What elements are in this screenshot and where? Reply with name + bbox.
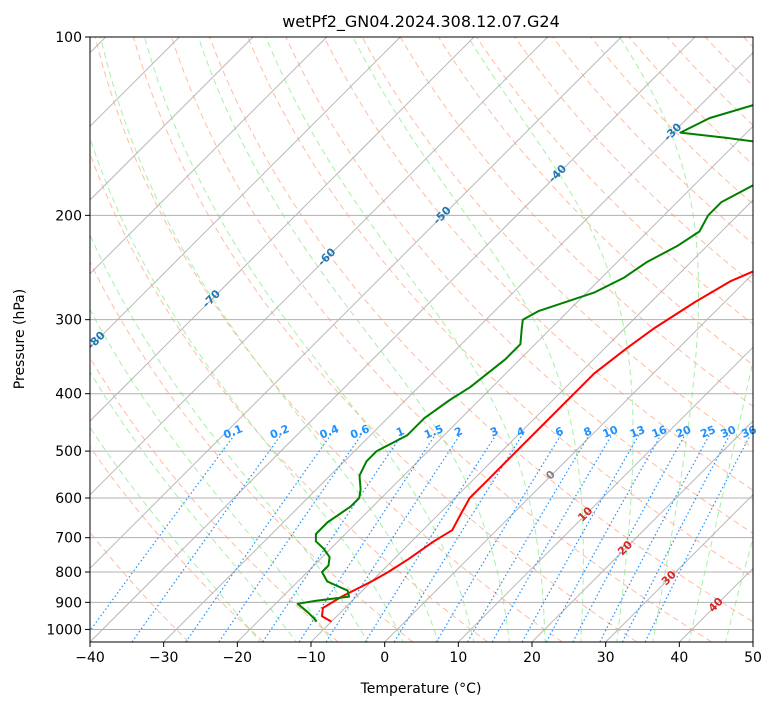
- dry-adiabat-line: [133, 37, 637, 642]
- moist-adiabat-line: [64, 37, 404, 644]
- mixing-ratio-label: 0.2: [268, 422, 291, 441]
- y-tick-label: 1000: [46, 622, 82, 638]
- y-tick-label: 500: [55, 444, 82, 460]
- y-tick-label: 900: [55, 595, 82, 611]
- y-tick-label: 600: [55, 491, 82, 507]
- mixing-ratio-label: 20: [674, 423, 693, 441]
- mixing-ratio-line: [492, 435, 611, 642]
- mixing-ratio-label: 25: [698, 423, 717, 441]
- moist-adiabat-label: 10: [575, 504, 595, 524]
- moist-adiabat-line: [32, 37, 369, 644]
- mixing-ratio-label: 0.4: [318, 422, 341, 441]
- mixing-ratio-line: [573, 435, 685, 642]
- moist-adiabat-line: [0, 37, 262, 644]
- mixing-ratio-line: [600, 435, 709, 642]
- dry-adiabat-line: [515, 37, 775, 642]
- mixing-ratio-line: [522, 435, 639, 642]
- isotherm-line: [385, 37, 775, 642]
- y-tick-label: 100: [55, 30, 82, 46]
- mixing-ratio-label: 6: [553, 424, 565, 439]
- mixing-ratio-label: 0.6: [348, 422, 371, 441]
- mixing-ratio-line: [645, 435, 750, 642]
- mixing-ratio-label: 1: [394, 424, 406, 439]
- x-tick-label: 50: [744, 650, 762, 666]
- y-tick-label: 400: [55, 387, 82, 403]
- x-tick-label: −20: [223, 650, 253, 666]
- y-tick-label: 200: [55, 208, 82, 224]
- mixing-ratio-label: 13: [628, 423, 647, 441]
- y-axis-label: Pressure (hPa): [12, 289, 28, 389]
- moist-adiabat-line: [4, 37, 333, 644]
- dry-adiabat-line: [57, 37, 488, 642]
- x-tick-label: 30: [597, 650, 615, 666]
- x-tick-label: −10: [296, 650, 326, 666]
- mixing-ratio-line: [219, 435, 361, 642]
- moist-adiabat-line: [725, 37, 775, 644]
- mixing-ratio-label: 2: [453, 424, 465, 439]
- isotherm-label: -80: [85, 329, 108, 352]
- x-tick-label: 10: [449, 650, 467, 666]
- dry-adiabat-line: [667, 37, 775, 642]
- isotherm-line: [0, 37, 327, 642]
- mixing-ratio-label: 1.5: [422, 422, 445, 441]
- moist-adiabat-line: [620, 37, 699, 644]
- isotherm-line: [753, 37, 775, 642]
- x-tick-label: 40: [670, 650, 688, 666]
- mixing-ratio-line: [365, 435, 495, 642]
- moist-adiabat-line: [0, 37, 298, 644]
- moist-adiabat-line: [353, 37, 583, 644]
- dry-adiabat-line: [0, 37, 338, 642]
- y-tick-label: 700: [55, 531, 82, 547]
- mixing-ratio-label: 4: [515, 424, 527, 439]
- chart-title: wetPf2_GN04.2024.308.12.07.G24: [282, 12, 560, 32]
- dry-adiabat-line: [19, 37, 413, 642]
- isotherm-line: [532, 37, 775, 642]
- y-tick-label: 800: [55, 565, 82, 581]
- x-tick-label: −40: [75, 650, 105, 666]
- moist-adiabat-line: [198, 37, 509, 644]
- dry-adiabat-line: [438, 37, 775, 642]
- x-tick-label: −30: [149, 650, 179, 666]
- isotherm-label: -50: [431, 204, 454, 227]
- isotherm-line: [679, 37, 775, 642]
- mixing-ratio-line: [263, 435, 402, 642]
- mixing-ratio-label: 10: [601, 423, 620, 441]
- moist-adiabat-label: 0: [543, 468, 558, 483]
- dry-adiabat-line: [0, 37, 263, 642]
- isotherm-line: [0, 37, 400, 642]
- mixing-ratio-line: [436, 435, 560, 642]
- mixing-ratio-label: 8: [582, 424, 594, 439]
- x-tick-label: 20: [523, 650, 541, 666]
- x-tick-label: 0: [380, 650, 389, 666]
- dry-adiabat-line: [553, 37, 775, 642]
- mixing-ratio-label: 36: [739, 423, 758, 441]
- mixing-ratio-label: 3: [488, 424, 500, 439]
- mixing-ratio-line: [468, 435, 590, 642]
- isotherm-line: [90, 37, 695, 642]
- isotherm-line: [0, 37, 253, 642]
- dry-adiabat-line: [705, 37, 775, 642]
- dry-adiabat-line: [744, 37, 775, 642]
- x-axis-label: Temperature (°C): [360, 681, 482, 697]
- mixing-ratio-label: 16: [650, 423, 669, 441]
- isotherm-line: [0, 37, 474, 642]
- y-tick-label: 300: [55, 313, 82, 329]
- mixing-ratio-label: 0.1: [222, 422, 245, 441]
- moist-adiabat-line: [101, 37, 440, 644]
- isotherm-line: [237, 37, 775, 642]
- moist-adiabat-line: [689, 37, 775, 644]
